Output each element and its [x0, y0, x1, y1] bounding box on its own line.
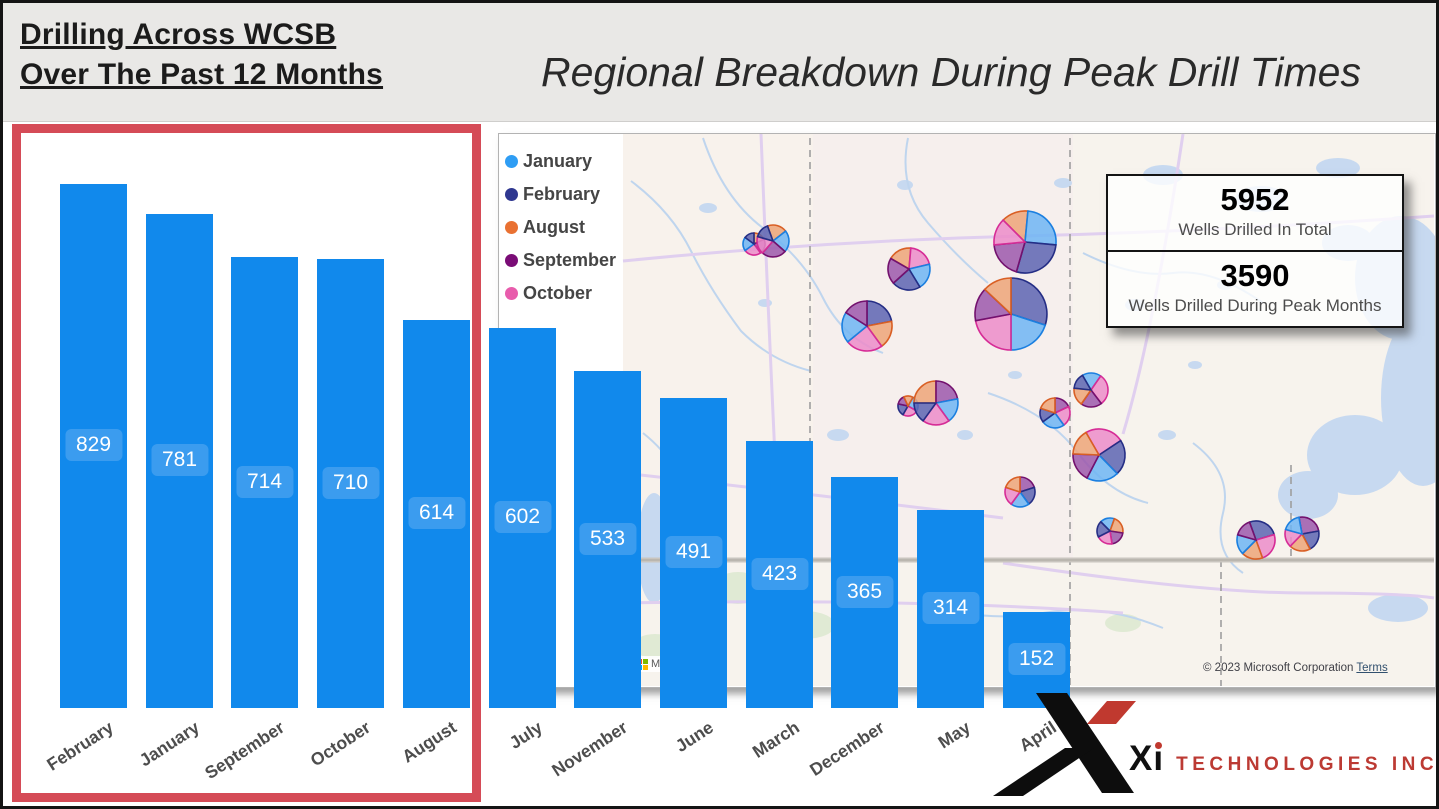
map-pie-8[interactable] — [913, 380, 959, 426]
map-pie-5[interactable] — [841, 300, 893, 352]
bar-june[interactable] — [660, 398, 727, 708]
map-copyright: © 2023 Microsoft Corporation — [1203, 662, 1354, 674]
legend-label: January — [523, 151, 593, 171]
map-pie-10[interactable] — [1073, 372, 1109, 408]
pie-slice-oct[interactable] — [1084, 428, 1122, 457]
pie-slice-jan[interactable] — [1024, 210, 1057, 246]
map-pie-markers[interactable] — [742, 210, 1320, 560]
pie-slice-oct[interactable] — [846, 324, 883, 352]
pie-slice-feb[interactable] — [1096, 520, 1112, 538]
map-pie-9[interactable] — [1039, 397, 1071, 429]
legend-item-january[interactable]: January — [505, 145, 616, 178]
map-pie-12[interactable] — [1004, 476, 1036, 508]
peak-months-highlight-box — [12, 124, 481, 802]
pie-slice-feb[interactable] — [1010, 277, 1048, 327]
bar-july[interactable] — [489, 328, 556, 708]
pie-slice-aug[interactable] — [1039, 397, 1056, 415]
pie-slice-sep[interactable] — [1236, 521, 1258, 542]
map-pie-14[interactable] — [1236, 520, 1276, 560]
legend-dot-icon — [505, 188, 518, 201]
map-attribution: © 2023 Microsoft Corporation Terms — [1203, 662, 1388, 674]
bar-november[interactable] — [574, 371, 641, 708]
bar-october[interactable] — [317, 259, 384, 708]
map-pie-15[interactable] — [1284, 516, 1320, 552]
map-legend: January February August September October — [505, 145, 616, 310]
pie-slice-jan[interactable] — [1010, 312, 1047, 351]
map-pie-11[interactable] — [1072, 428, 1126, 482]
page-title-line2: Over The Past 12 Months — [20, 58, 384, 91]
pie-slice-aug[interactable] — [1004, 476, 1021, 494]
legend-item-february[interactable]: February — [505, 178, 616, 211]
legend-item-september[interactable]: September — [505, 244, 616, 277]
xi-logo-icon — [993, 693, 1136, 796]
pie-slice-feb[interactable] — [743, 232, 755, 246]
stat-total-label: Wells Drilled In Total — [1178, 220, 1332, 239]
terms-link[interactable]: Terms — [1356, 662, 1388, 674]
pie-slice-feb[interactable] — [1073, 374, 1093, 391]
stat-card-total: 5952 Wells Drilled In Total — [1106, 174, 1404, 252]
page-subtitle: Regional Breakdown During Peak Drill Tim… — [541, 49, 1361, 95]
pie-slice-oct[interactable] — [974, 313, 1012, 351]
stat-cards: 5952 Wells Drilled In Total 3590 Wells D… — [1106, 174, 1404, 328]
stat-card-peak: 3590 Wells Drilled During Peak Months — [1106, 252, 1404, 328]
legend-label: October — [523, 283, 593, 303]
map-pie-4[interactable] — [993, 210, 1057, 274]
pie-slice-aug[interactable] — [983, 277, 1012, 316]
legend-item-october[interactable]: October — [505, 277, 616, 310]
page-title-line1: Drilling Across WCSB — [20, 18, 337, 51]
pie-slice-feb[interactable] — [756, 224, 775, 243]
legend-item-august[interactable]: August — [505, 211, 616, 244]
bar-february[interactable] — [60, 184, 127, 708]
page-title: Drilling Across WCSB Over The Past 12 Mo… — [20, 15, 383, 95]
map-watermark-text: Mi — [651, 658, 663, 670]
legend-dot-icon — [505, 155, 518, 168]
pie-slice-feb[interactable] — [913, 402, 938, 422]
stat-peak-label: Wells Drilled During Peak Months — [1128, 296, 1382, 315]
legend-label: February — [523, 184, 601, 204]
legend-label: September — [523, 250, 617, 270]
legend-label: August — [523, 217, 585, 237]
pie-slice-aug[interactable] — [902, 395, 915, 408]
legend-dot-icon — [505, 221, 518, 234]
map-pie-13[interactable] — [1096, 517, 1124, 545]
legend-dot-icon — [505, 287, 518, 300]
stat-peak-value: 3590 — [1220, 258, 1290, 293]
bar-may[interactable] — [917, 510, 984, 708]
pie-slice-jan[interactable] — [1284, 516, 1304, 536]
bar-december[interactable] — [831, 477, 898, 708]
map-pie-6[interactable] — [974, 277, 1048, 351]
bar-september[interactable] — [231, 257, 298, 708]
legend-dot-icon — [505, 254, 518, 267]
header-band — [3, 3, 1436, 122]
pie-slice-oct[interactable] — [993, 218, 1027, 246]
bar-march[interactable] — [746, 441, 813, 708]
brand-name: Xi — [1129, 739, 1165, 778]
bar-august[interactable] — [403, 320, 470, 708]
stat-total-value: 5952 — [1220, 182, 1290, 217]
pie-slice-aug[interactable] — [1072, 431, 1101, 456]
company-name: TECHNOLOGIES INC. — [1176, 754, 1439, 775]
map-pie-3[interactable] — [887, 247, 931, 291]
bar-january[interactable] — [146, 214, 213, 708]
map-pie-2[interactable] — [756, 224, 790, 258]
pie-slice-sep[interactable] — [887, 257, 911, 285]
pie-slice-sep[interactable] — [844, 300, 868, 328]
pie-slice-feb[interactable] — [1015, 241, 1057, 274]
xi-logo-text: Xi TECHNOLOGIES INC. — [1129, 739, 1439, 779]
pie-slice-oct[interactable] — [1090, 374, 1109, 405]
